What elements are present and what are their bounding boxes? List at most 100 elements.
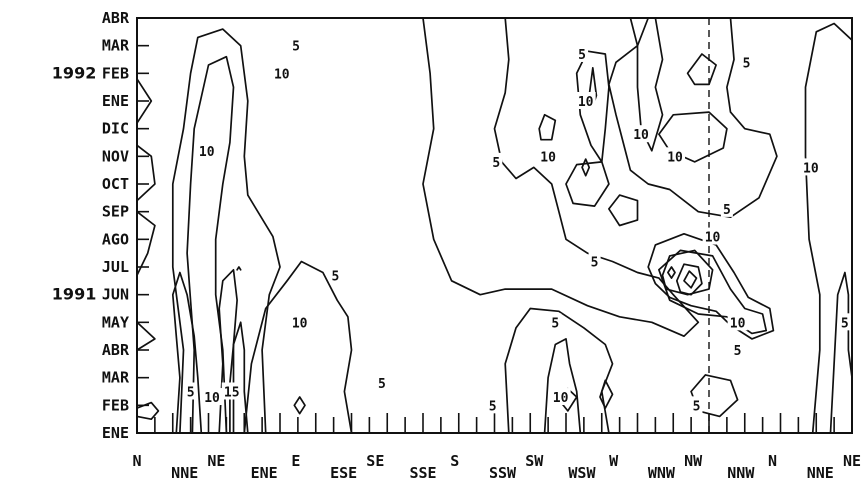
contour-line <box>565 161 610 207</box>
contour-line <box>136 210 156 277</box>
contour-label: 5 <box>331 269 339 284</box>
contour-label-bg <box>838 313 851 331</box>
contour-line <box>171 271 203 434</box>
contour-label-bg <box>576 44 589 62</box>
contour-label-bg <box>490 152 503 170</box>
contour-line <box>236 266 242 271</box>
contour-line <box>686 53 717 86</box>
contour-label-bg <box>720 199 733 217</box>
contour-label: 10 <box>705 231 721 246</box>
contour-line <box>136 321 156 351</box>
x-axis-labels: N NNE NE ENE E ESE SE SSE S SSW SW WSW W WNW NW NNW N NNE… <box>132 452 861 482</box>
contour-label-bg <box>271 64 292 82</box>
contour-line <box>186 55 235 434</box>
x-tick-label: WNW <box>648 464 676 482</box>
contour-label-bg <box>375 374 388 392</box>
contour-line <box>575 50 610 163</box>
contour-label-bg <box>538 147 559 165</box>
contour-line <box>136 78 153 124</box>
contour-label: 5 <box>841 316 849 331</box>
y-tick-label: OCT <box>102 175 129 193</box>
contour-label-bg <box>290 36 303 54</box>
contour-line <box>543 338 582 434</box>
x-tick-label: ENE <box>251 464 278 482</box>
contour-line <box>229 321 249 434</box>
y-tick-label: 1991 JUN <box>52 285 129 304</box>
y-tick-label: MAR <box>102 37 130 55</box>
x-tick-label: NNW <box>727 464 755 482</box>
y-axis-labels: ENE FEB MAR ABR MAY 1991 JUN JUL AGO SEP OCT NOV DI… <box>52 9 130 442</box>
contour-label: 5 <box>591 255 599 270</box>
contour-line <box>293 396 306 415</box>
contour-line <box>661 249 714 296</box>
y-tick-label: SEP <box>102 203 129 221</box>
contour-line <box>608 17 778 219</box>
x-tick-label: SE <box>366 452 384 470</box>
contour-lines <box>136 17 853 434</box>
contour-label: 5 <box>378 377 386 392</box>
contour-label-bg <box>631 125 652 143</box>
contour-line <box>504 307 614 434</box>
x-tick-label: SW <box>525 452 544 470</box>
contour-label-bg <box>800 158 821 176</box>
contour-label-bg <box>289 313 310 331</box>
contour-label-bg <box>221 382 242 400</box>
contour-label: 10 <box>274 67 290 82</box>
contour-line <box>136 144 156 202</box>
contour-label-bg <box>550 388 571 406</box>
contour-label-bg <box>588 252 601 270</box>
contour-label: 5 <box>292 40 300 55</box>
contour-line <box>667 266 676 279</box>
x-tick-label: NE <box>843 452 861 470</box>
contour-label: 5 <box>492 156 500 171</box>
y-tick-label: FEB <box>102 396 129 414</box>
contour-label-bg <box>196 141 217 159</box>
contour-line <box>538 113 557 141</box>
y-tick-label: ABR <box>102 9 130 27</box>
contour-label-bg <box>690 396 703 414</box>
contour-label: 5 <box>578 48 586 63</box>
contour-label: 10 <box>204 391 220 406</box>
y-tick-label: ENE <box>102 424 129 442</box>
contour-label-bg <box>184 382 197 400</box>
contour-line <box>218 268 238 434</box>
contour-line <box>581 158 591 177</box>
contour-line <box>829 271 853 434</box>
contour-label-bg <box>731 341 744 358</box>
y-tick-label: DIC <box>102 120 129 138</box>
y-tick-label: ENE <box>102 92 129 110</box>
contour-line <box>608 194 639 227</box>
contour-label: 5 <box>734 344 742 359</box>
contour-label: 10 <box>553 391 569 406</box>
x-tick-label: NNE <box>807 464 834 482</box>
contour-label-bg <box>486 396 499 414</box>
contour-label-bg <box>202 388 223 406</box>
x-tick-label: ESE <box>330 464 357 482</box>
x-tick-label: WSW <box>568 464 596 482</box>
contour-line <box>675 263 703 296</box>
plot-area <box>136 17 853 434</box>
x-tick-label: W <box>609 452 619 470</box>
y-tick-label: ABR <box>102 341 130 359</box>
y-tick-label: MAY <box>102 313 129 331</box>
contour-line <box>243 260 353 434</box>
contour-label: 5 <box>723 203 731 218</box>
y-tick-label: 1992 FEB <box>52 63 129 82</box>
contour-line <box>599 379 614 409</box>
contour-label: 5 <box>489 399 497 414</box>
contour-line <box>647 232 775 340</box>
contour-line <box>804 22 853 434</box>
contour-label: 5 <box>693 399 701 414</box>
contour-line <box>136 401 160 421</box>
contour-label-bg <box>549 313 562 331</box>
contour-line <box>658 249 768 335</box>
contour-label: 10 <box>292 316 308 331</box>
contour-label-bg <box>740 53 753 71</box>
x-tick-label: SSW <box>489 464 517 482</box>
contour-label: 5 <box>743 56 751 71</box>
x-tick-label: N <box>132 452 141 470</box>
contour-label: 5 <box>551 316 559 331</box>
contour-label: 10 <box>667 150 683 165</box>
